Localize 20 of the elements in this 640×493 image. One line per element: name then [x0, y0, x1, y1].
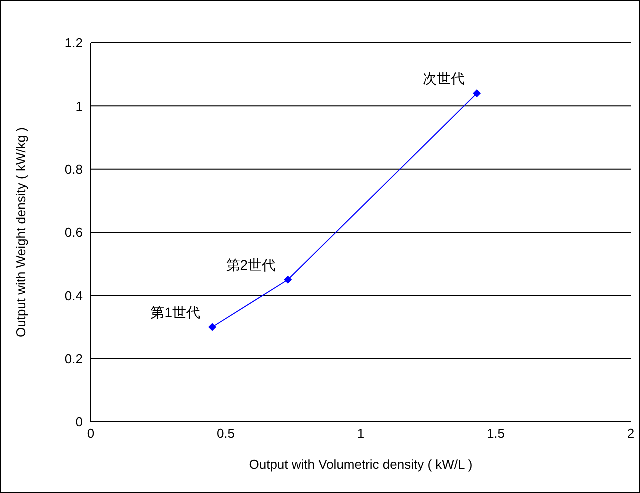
x-tick-label: 0.5 [216, 426, 236, 442]
y-tick-label: 1 [76, 98, 83, 114]
y-tick-label: 0.8 [64, 162, 83, 177]
annotation: 次世代 [423, 70, 466, 87]
y-tick-label: 0.6 [64, 225, 83, 240]
y-axis-title: Output with Weight density ( kW/kg ) [14, 128, 29, 338]
x-tick-label: 1.5 [486, 426, 506, 442]
y-tick-label: 0.4 [64, 288, 83, 304]
annotation: 第1世代 [150, 304, 200, 320]
annotation: 第2世代 [226, 256, 276, 273]
x-tick-label: 0 [87, 426, 95, 442]
point [208, 323, 216, 332]
point [284, 276, 292, 284]
point [473, 90, 482, 98]
y-tick-label: 0 [76, 414, 83, 430]
x-axis-title: Output with Volumetric density ( kW/L ) [249, 457, 473, 472]
y-tick-label: 1.2 [64, 36, 83, 51]
x-tick-label: 1 [357, 426, 365, 442]
y-tick-label: 0.2 [64, 351, 83, 366]
x-tick-label: 2 [627, 426, 635, 442]
